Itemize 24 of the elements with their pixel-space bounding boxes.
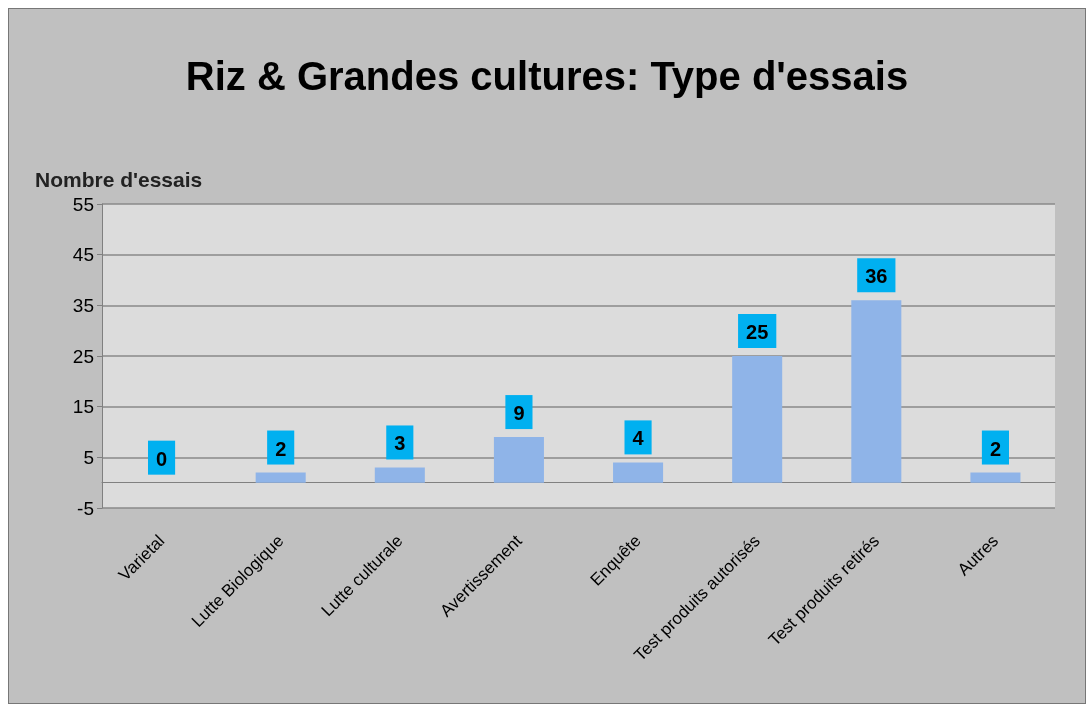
bar [255,472,306,483]
data-label: 0 [156,447,168,470]
data-label: 2 [989,437,1001,460]
y-tick-label: 5 [83,446,94,468]
bar [970,472,1021,483]
y-axis-title: Nombre d'essais [35,168,203,191]
bar [493,437,544,483]
y-tick-label: 45 [72,244,94,266]
y-tick-label: 25 [72,345,94,367]
y-tick-label: 55 [72,193,94,215]
chart-title: Riz & Grandes cultures: Type d'essais [185,54,909,98]
bar [732,356,783,483]
bar [374,467,425,483]
bar [851,300,902,483]
y-tick-label: 15 [72,396,94,418]
y-tick-label: -5 [77,497,94,519]
data-label: 25 [746,321,769,343]
data-label: 4 [632,427,645,450]
data-label: 3 [394,432,406,455]
data-label: 2 [275,437,287,460]
y-tick-label: 35 [72,294,94,316]
data-label: 36 [865,265,888,288]
bar [613,462,664,483]
data-label: 9 [513,402,525,425]
